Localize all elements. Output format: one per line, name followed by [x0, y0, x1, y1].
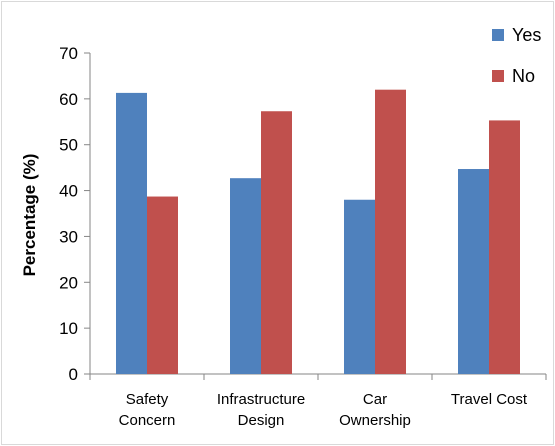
x-tick-label: Concern: [119, 412, 176, 429]
x-tick-label: Travel Cost: [451, 391, 528, 408]
y-tick-label: 10: [59, 319, 78, 338]
x-tick-label: Design: [238, 412, 285, 429]
y-tick-label: 20: [59, 273, 78, 292]
legend-label-no: No: [512, 66, 535, 86]
x-tick-label: Safety: [126, 391, 169, 408]
legend: Yes No: [492, 25, 541, 86]
bar-yes-4: [458, 169, 489, 374]
y-tick-label: 50: [59, 136, 78, 155]
y-axis-title: Percentage (%): [20, 154, 39, 277]
legend-swatch-no: [492, 70, 504, 82]
bar-yes-3: [344, 199, 375, 374]
x-tick-label: Car: [363, 391, 387, 408]
y-tick-label: 40: [59, 182, 78, 201]
bar-no-3: [375, 89, 406, 374]
plot-area: 0 10 20 30 40 50 60 70 Safety Concern Infrastructu…: [59, 44, 547, 429]
bar-no-2: [261, 111, 292, 374]
bar-no-4: [489, 120, 520, 374]
legend-swatch-yes: [492, 29, 504, 41]
y-tick-label: 30: [59, 227, 78, 246]
bar-no-1: [147, 196, 178, 374]
bar-yes-1: [116, 92, 147, 374]
x-tick-label: Infrastructure: [217, 391, 305, 408]
y-tick-label: 0: [69, 365, 78, 384]
bar-yes-2: [230, 178, 261, 374]
y-tick-label: 60: [59, 90, 78, 109]
y-tick-label: 70: [59, 44, 78, 63]
x-tick-label: Ownership: [339, 412, 411, 429]
legend-label-yes: Yes: [512, 25, 541, 45]
